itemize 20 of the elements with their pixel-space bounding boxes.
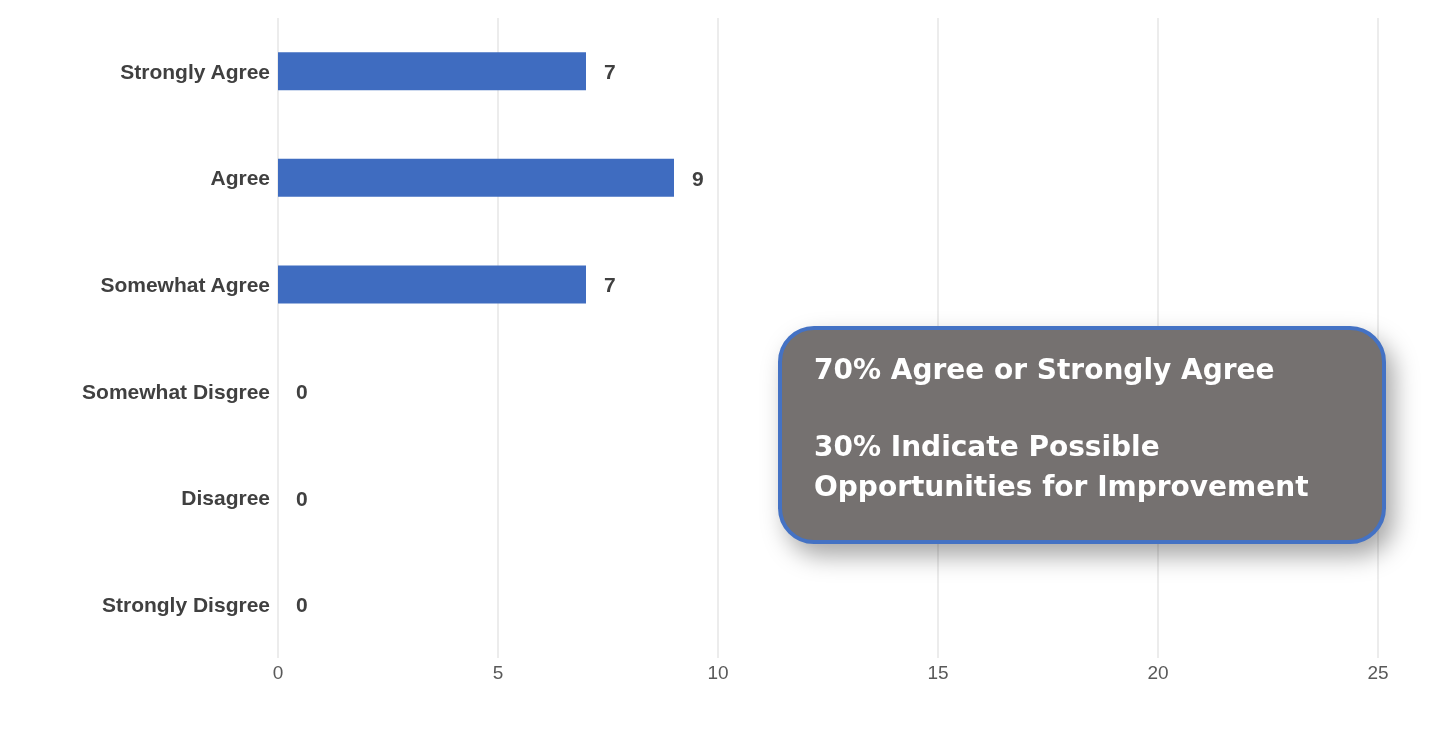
annotation: 30% Indicate Possible Opportunities for Improvement bbox=[814, 428, 1310, 506]
data-label: 0 bbox=[296, 486, 308, 510]
x-tick-label: 20 bbox=[1147, 662, 1169, 684]
x-tick-label: 25 bbox=[1367, 662, 1389, 684]
x-tick-label: 0 bbox=[272, 662, 284, 684]
y-tick-label: Somewhat Agree bbox=[100, 273, 270, 297]
y-tick-label: Strongly Disgree bbox=[101, 593, 270, 617]
y-tick-label: Somewhat Disgree bbox=[82, 379, 270, 403]
x-tick-label: 10 bbox=[707, 662, 729, 684]
data-label: 9 bbox=[692, 166, 704, 190]
data-label: 7 bbox=[604, 273, 616, 297]
y-tick-label: Agree bbox=[210, 166, 270, 190]
y-tick-label: Disagree bbox=[181, 486, 270, 510]
y-tick-label: Strongly Agree bbox=[120, 59, 270, 83]
x-tick-label: 5 bbox=[492, 662, 504, 684]
data-label: 0 bbox=[296, 379, 308, 403]
annotation: 70% Agree or Strongly Agree bbox=[814, 352, 1276, 388]
data-label: 0 bbox=[296, 593, 308, 617]
x-tick-label: 15 bbox=[927, 662, 949, 684]
data-label: 7 bbox=[604, 59, 616, 83]
